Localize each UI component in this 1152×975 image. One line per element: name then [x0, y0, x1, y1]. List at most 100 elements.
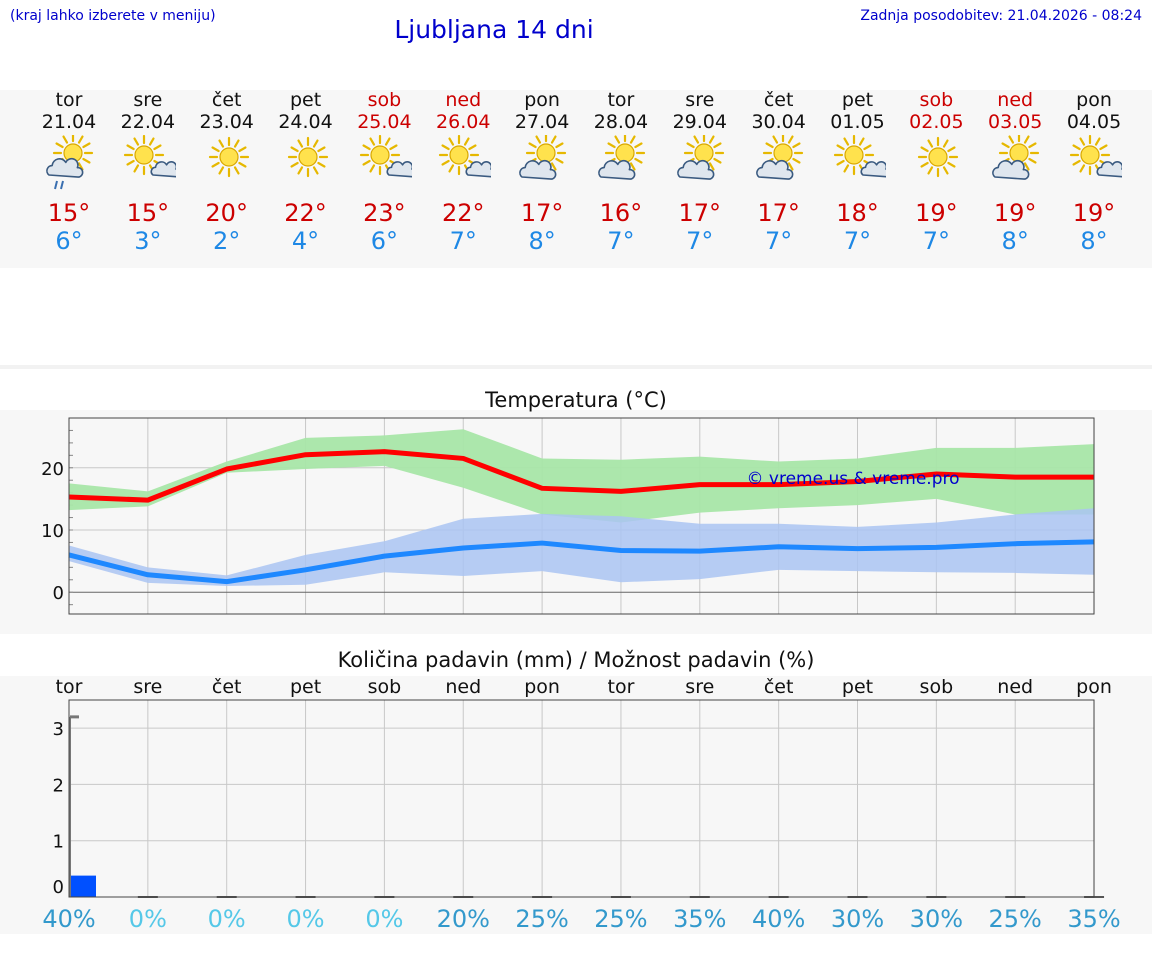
x-tick-label: tor	[56, 676, 83, 698]
precip-probability: 40%	[42, 905, 95, 933]
sun-icon	[918, 136, 959, 178]
day-column: sre 29.04 17° 7°	[661, 89, 739, 259]
precip-probability: 35%	[673, 905, 726, 933]
temp-min: 7°	[607, 227, 635, 255]
temp-max: 15°	[47, 199, 91, 227]
sun-cloud-icon	[676, 135, 724, 180]
precip-bar	[70, 875, 96, 897]
temp-max: 23°	[363, 199, 406, 227]
day-date: 01.05	[830, 111, 885, 133]
day-date: 27.04	[514, 111, 570, 133]
last-update: Zadnja posodobitev: 21.04.2026 - 08:24	[860, 8, 1142, 24]
x-tick-label: sre	[133, 676, 162, 698]
day-column: pet 01.05 18° 7°	[819, 89, 897, 259]
sun-small-cloud-icon	[833, 135, 886, 178]
temp-max: 17°	[678, 199, 722, 227]
temp-max: 18°	[836, 199, 879, 227]
day-date: 24.04	[278, 111, 333, 133]
precip-probability: 25%	[989, 905, 1042, 933]
x-tick-label: čet	[764, 676, 794, 698]
day-date: 29.04	[672, 111, 727, 133]
rain-drop	[54, 180, 58, 190]
y-tick-label: 10	[41, 521, 64, 542]
day-name: pet	[289, 89, 322, 111]
temp-max: 17°	[757, 199, 800, 227]
temp-min: 6°	[55, 227, 83, 255]
sun-shape	[287, 136, 328, 178]
day-date: 04.05	[1066, 111, 1122, 133]
day-column: sre 22.04 15° 3°	[109, 89, 187, 259]
temp-min: 7°	[449, 227, 477, 255]
cloud-shape	[519, 159, 557, 180]
temp-max: 22°	[441, 199, 485, 227]
temp-min: 7°	[765, 227, 793, 255]
page-title: Ljubljana 14 dni	[394, 15, 594, 44]
day-name: sob	[367, 89, 402, 111]
precip-probability: 25%	[515, 905, 568, 933]
x-tick-label: sre	[685, 676, 714, 698]
plot-frame	[68, 417, 1095, 615]
day-name: pon	[1076, 89, 1112, 111]
x-tick-label: pon	[1076, 676, 1112, 698]
temp-max: 19°	[915, 199, 958, 227]
precip-probability: 35%	[1067, 905, 1120, 933]
precip-probability: 40%	[752, 905, 805, 933]
day-name: pet	[841, 89, 874, 111]
temp-max: 16°	[599, 199, 643, 227]
temp-min: 7°	[922, 227, 950, 255]
temp-min: 8°	[1080, 227, 1108, 255]
sun-small-cloud-icon	[360, 135, 413, 178]
temp-min: 8°	[1001, 227, 1029, 255]
sun-shape	[208, 136, 249, 178]
precip-probability: 0%	[208, 905, 246, 933]
day-column: sob 02.05 19° 7°	[897, 89, 975, 259]
sun-small-cloud-icon	[123, 135, 176, 178]
cloud-shape	[465, 161, 492, 178]
y-tick-label: 20	[41, 459, 64, 480]
section-divider	[0, 365, 1152, 369]
max-temp-line	[68, 449, 1095, 503]
sun-shape	[360, 135, 401, 176]
temp-max: 20°	[205, 199, 248, 227]
day-date: 25.04	[357, 111, 412, 133]
day-column: ned 03.05 19° 8°	[976, 89, 1054, 259]
x-tick-label: ned	[997, 676, 1033, 698]
day-date: 26.04	[436, 111, 491, 133]
cloud-shape	[598, 159, 636, 180]
x-tick-label: pet	[842, 676, 873, 698]
precip-probability: 0%	[287, 905, 325, 933]
sun-cloud-icon	[598, 135, 646, 180]
y-tick-label: 1	[53, 832, 64, 853]
forecast-panel	[0, 90, 1152, 268]
precip-probability: 0%	[365, 905, 403, 933]
day-column: pon 04.05 19° 8°	[1055, 89, 1133, 259]
temp-max: 17°	[520, 199, 564, 227]
sun-icon	[287, 136, 328, 178]
temp-max: 22°	[284, 199, 327, 227]
precip-probability: 30%	[831, 905, 884, 933]
day-name: sob	[919, 89, 954, 111]
day-column: ned 26.04 22° 7°	[424, 89, 502, 259]
day-column: sob 25.04 23° 6°	[345, 89, 423, 259]
day-name: ned	[997, 89, 1034, 111]
sun-cloud-rain-icon	[46, 135, 94, 190]
cloud-shape	[1096, 161, 1123, 178]
day-name: sre	[685, 89, 715, 111]
sun-small-cloud-icon	[439, 135, 492, 178]
sun-shape	[604, 135, 646, 174]
day-name: ned	[445, 89, 482, 111]
y-tick-label: 2	[53, 775, 64, 796]
day-date: 03.05	[987, 111, 1043, 133]
sun-icon	[208, 136, 249, 178]
y-tick-label: 0	[53, 583, 64, 604]
day-date: 28.04	[593, 111, 649, 133]
x-tick-label: pon	[524, 676, 560, 698]
cloud-shape	[860, 161, 886, 178]
day-date: 30.04	[751, 111, 806, 133]
precip-probability: 30%	[910, 905, 963, 933]
temp-min: 2°	[213, 227, 241, 255]
day-column: tor 21.04 15° 6°	[30, 89, 108, 259]
day-date: 23.04	[199, 111, 254, 133]
